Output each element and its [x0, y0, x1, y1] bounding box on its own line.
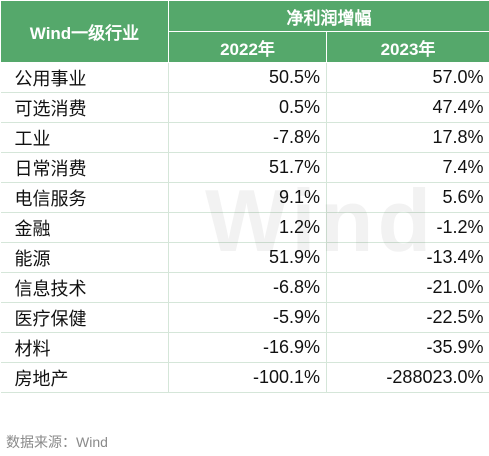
- value-cell: 9.1%: [168, 182, 327, 213]
- column-header: 2023年: [326, 31, 489, 63]
- industry-cell: 公用事业: [0, 62, 169, 93]
- value-cell: -100.1%: [168, 362, 327, 393]
- value-cell: -35.9%: [326, 332, 489, 363]
- table-row: 信息技术 -6.8% -21.0%: [0, 272, 489, 303]
- industry-cell: 电信服务: [0, 182, 169, 213]
- value-cell: 5.6%: [326, 182, 489, 213]
- industry-cell: 材料: [0, 332, 169, 363]
- watermark: Wind: [205, 171, 436, 270]
- value-cell: 17.8%: [326, 122, 489, 153]
- value-cell: -22.5%: [326, 302, 489, 333]
- table-row: 能源 51.9% -13.4%: [0, 242, 489, 273]
- table-row: 材料 -16.9% -35.9%: [0, 332, 489, 363]
- value-cell: -21.0%: [326, 272, 489, 303]
- industry-cell: 金融: [0, 212, 169, 243]
- value-cell: 51.7%: [168, 152, 327, 183]
- industry-cell: 医疗保健: [0, 302, 169, 333]
- table-row: 医疗保健 -5.9% -22.5%: [0, 302, 489, 333]
- table-row: 电信服务 9.1% 5.6%: [0, 182, 489, 213]
- data-table: Wind一级行业 净利润增幅 2022年 2023年 公用事业 50.5% 57.0…: [0, 0, 489, 393]
- column-header: 2022年: [168, 31, 327, 63]
- value-cell: -7.8%: [168, 122, 327, 153]
- value-cell: 0.5%: [168, 92, 327, 123]
- value-cell: -5.9%: [168, 302, 327, 333]
- value-cell: 50.5%: [168, 62, 327, 93]
- value-cell: 1.2%: [168, 212, 327, 243]
- value-cell: -13.4%: [326, 242, 489, 273]
- industry-cell: 日常消费: [0, 152, 169, 183]
- value-cell: 7.4%: [326, 152, 489, 183]
- industry-cell: 信息技术: [0, 272, 169, 303]
- value-cell: 47.4%: [326, 92, 489, 123]
- value-cell: 51.9%: [168, 242, 327, 273]
- industry-cell: 可选消费: [0, 92, 169, 123]
- industry-cell: 房地产: [0, 362, 169, 393]
- value-cell: -16.9%: [168, 332, 327, 363]
- industry-cell: 能源: [0, 242, 169, 273]
- value-cell: -6.8%: [168, 272, 327, 303]
- group-header: 净利润增幅: [168, 0, 489, 32]
- table-row: 可选消费 0.5% 47.4%: [0, 92, 489, 123]
- source-note: 数据来源：Wind: [6, 434, 108, 450]
- industry-cell: 工业: [0, 122, 169, 153]
- table-row: 工业 -7.8% 17.8%: [0, 122, 489, 153]
- table-row: 公用事业 50.5% 57.0%: [0, 62, 489, 93]
- table-row: 金融 1.2% -1.2%: [0, 212, 489, 243]
- value-cell: -288023.0%: [326, 362, 489, 393]
- category-header: Wind一级行业: [0, 0, 169, 63]
- table-row: 日常消费 51.7% 7.4%: [0, 152, 489, 183]
- table-row: 房地产 -100.1% -288023.0%: [0, 362, 489, 393]
- value-cell: 57.0%: [326, 62, 489, 93]
- value-cell: -1.2%: [326, 212, 489, 243]
